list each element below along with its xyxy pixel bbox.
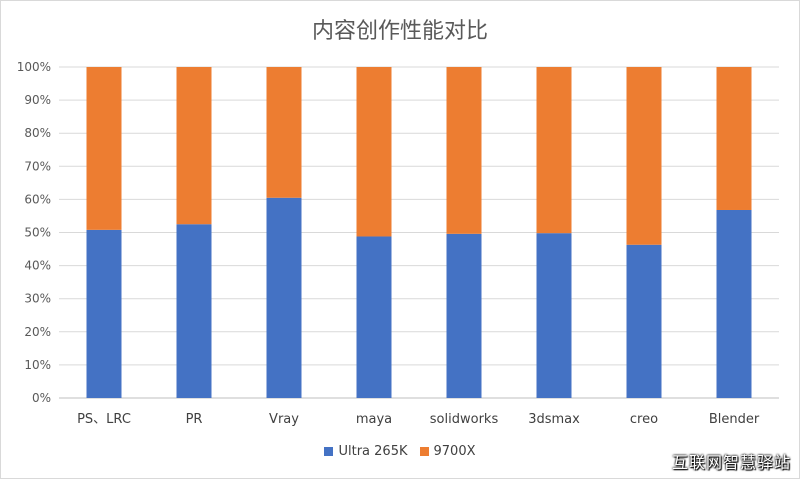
- bar-series-1: [266, 197, 302, 398]
- x-tick-label: creo: [630, 412, 658, 427]
- legend-swatch-series-2: [419, 447, 429, 456]
- y-tick-label: 90%: [24, 93, 51, 107]
- legend-label-series-1: Ultra 265K: [338, 444, 408, 459]
- y-tick-label: 20%: [24, 325, 51, 339]
- y-tick-label: 40%: [24, 259, 51, 273]
- bar-series-2: [176, 67, 212, 225]
- y-tick-label: 70%: [24, 159, 51, 173]
- bar-series-2: [446, 67, 482, 234]
- bar-series-2: [716, 67, 752, 210]
- y-tick-label: 50%: [24, 226, 51, 240]
- y-tick-label: 0%: [32, 391, 51, 405]
- legend: Ultra 265K 9700X: [1, 444, 799, 459]
- bar-series-2: [86, 67, 122, 230]
- y-tick-label: 30%: [24, 292, 51, 306]
- legend-item-series-1: Ultra 265K: [324, 444, 408, 459]
- bar-series-1: [626, 244, 662, 398]
- bar-series-2: [536, 67, 572, 234]
- bar-series-2: [266, 67, 302, 198]
- bar-series-2: [626, 67, 662, 245]
- bar-series-1: [716, 209, 752, 398]
- bar-series-1: [356, 236, 392, 398]
- bar-series-1: [446, 233, 482, 398]
- x-tick-label: PR: [186, 412, 203, 427]
- legend-swatch-series-1: [324, 447, 334, 456]
- bar-series-1: [536, 233, 572, 398]
- y-tick-label: 60%: [24, 192, 51, 206]
- x-tick-label: Vray: [269, 412, 299, 427]
- x-tick-label: 3dsmax: [528, 412, 580, 427]
- y-tick-label: 10%: [24, 358, 51, 372]
- x-tick-label: Blender: [709, 412, 760, 427]
- x-tick-label: solidworks: [430, 412, 499, 427]
- chart-title: 内容创作性能对比: [311, 19, 488, 44]
- legend-label-series-2: 9700X: [433, 444, 476, 459]
- x-tick-label: maya: [356, 412, 392, 427]
- x-tick-label: PS、LRC: [77, 412, 131, 427]
- legend-item-series-2: 9700X: [419, 444, 476, 459]
- bar-series-1: [176, 224, 212, 398]
- bar-series-1: [86, 229, 122, 398]
- stacked-bar-chart: 0% 10% 20% 30% 40% 50% 60% 70% 80% 90% 100% PS、LRC P…: [17, 60, 779, 427]
- watermark-text: 互联网智慧驿站: [671, 453, 791, 472]
- bar-series-2: [356, 67, 392, 237]
- y-tick-label: 80%: [24, 126, 51, 140]
- y-tick-label: 100%: [17, 60, 51, 74]
